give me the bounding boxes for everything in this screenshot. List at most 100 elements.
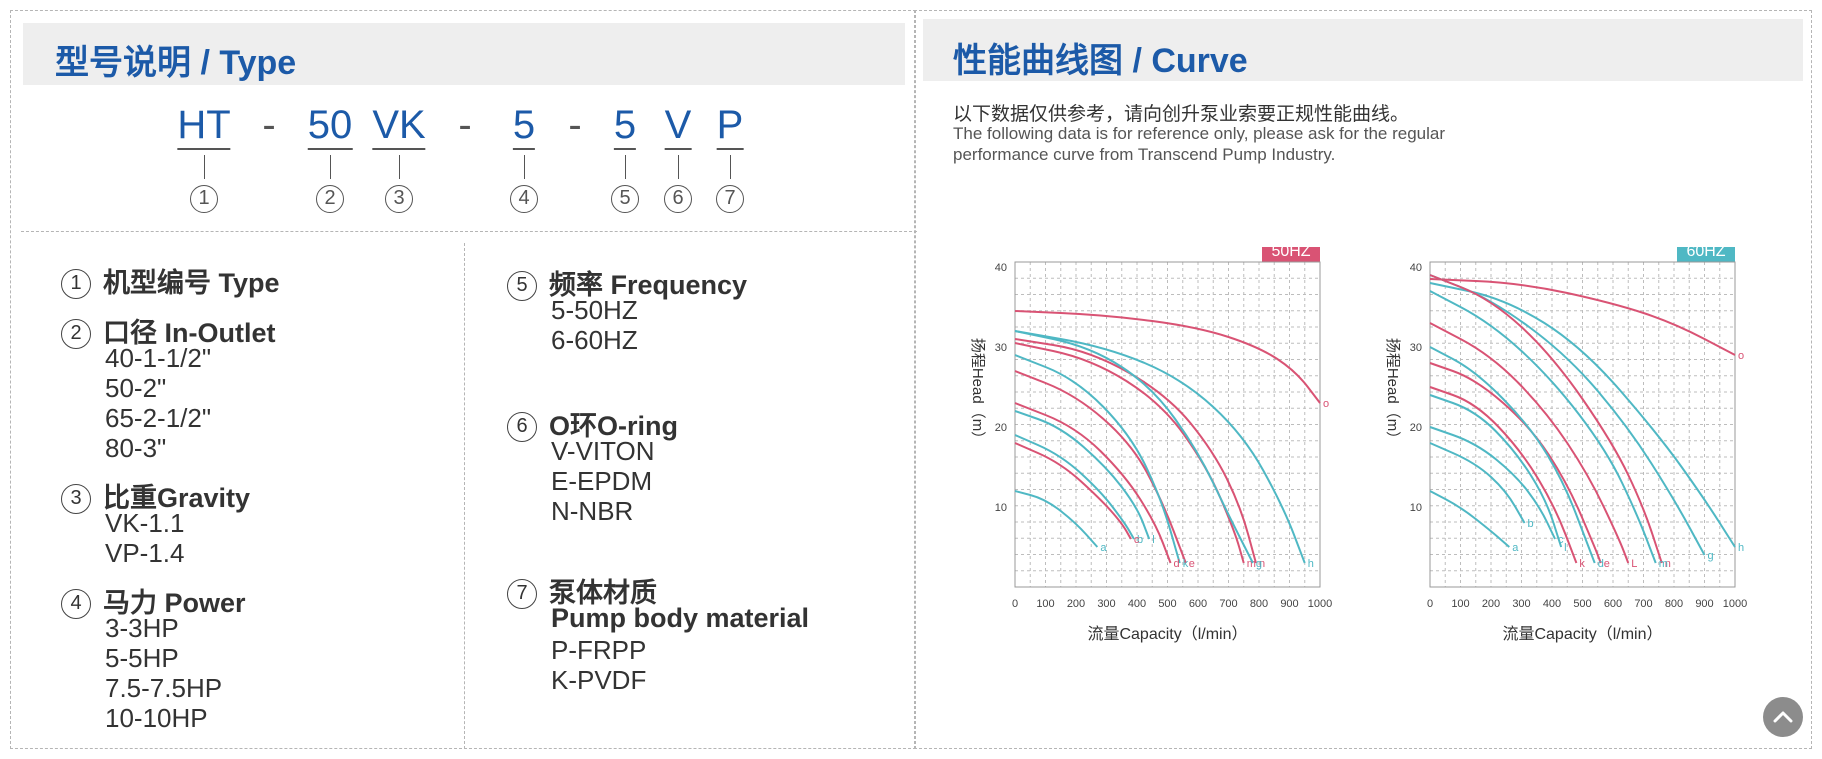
item-option: 5-50HZ (551, 295, 638, 325)
code-underline (512, 148, 536, 150)
x-axis-label: 流量Capacity（l/min） (1502, 625, 1662, 643)
curve-b (1014, 434, 1135, 540)
curve-d (1014, 402, 1172, 564)
item-heading-6: 6 O环O-ring (507, 404, 678, 443)
item-option: K-PVDF (551, 665, 647, 695)
x-tick-label: 700 (1634, 598, 1652, 610)
item-title: 马力 Power (103, 588, 246, 618)
x-tick-label: 900 (1280, 598, 1298, 610)
badge-bg (1677, 247, 1735, 262)
badge-label: 60HZ (1686, 247, 1725, 260)
scroll-top-button[interactable] (1763, 697, 1803, 737)
item-option: VK-1.1 (105, 508, 185, 538)
x-tick-label: 300 (1097, 598, 1115, 610)
code-number-6: 6 (664, 185, 692, 213)
code-dash: - (458, 103, 472, 147)
curve-h (1014, 330, 1306, 564)
curve-label-b: b (1137, 534, 1143, 546)
item-option: VP-1.4 (105, 538, 185, 568)
code-underline (177, 148, 231, 150)
curve-e (1429, 362, 1602, 564)
item-option: 80-3" (105, 433, 167, 463)
item-title: 比重Gravity (103, 483, 251, 513)
curve-label-n: n (1259, 558, 1265, 570)
code-underline (664, 148, 692, 150)
item-option: 3-3HP (105, 613, 179, 643)
x-tick-label: 500 (1573, 598, 1591, 610)
code-connector (204, 155, 205, 179)
x-tick-label: 700 (1219, 598, 1237, 610)
curve-label-c: c (1134, 534, 1140, 546)
curve-k (1014, 354, 1181, 564)
code-number-7: 7 (716, 185, 744, 213)
code-number-3: 3 (385, 185, 413, 213)
code-underline (613, 148, 637, 150)
item-option: 65-2-1/2" (105, 403, 212, 433)
y-tick-label: 20 (1410, 422, 1422, 434)
item-option: 40-1-1/2" (105, 343, 212, 373)
curve-label-g: g (1708, 550, 1714, 562)
badge-label: 50HZ (1271, 247, 1310, 260)
curve-L (1429, 322, 1630, 564)
curve-o (1014, 310, 1321, 404)
curve-c (1014, 442, 1132, 540)
item-number: 5 (507, 271, 537, 301)
code-part-text: P (716, 103, 744, 147)
x-tick-label: 900 (1695, 598, 1713, 610)
curve-label-o: o (1323, 398, 1329, 410)
curve-a (1014, 490, 1099, 548)
code-part-text: VK (372, 103, 426, 147)
item-number: 7 (507, 579, 537, 609)
curve-g (1014, 330, 1254, 564)
curve-l (1429, 394, 1563, 548)
badge-bg (1262, 247, 1320, 262)
code-connector (524, 155, 525, 179)
type-header: 型号说明 / Type (23, 23, 905, 85)
curve-label-g: g (1256, 558, 1262, 570)
item-heading-3: 3 比重Gravity (61, 476, 250, 515)
item-option: P-FRPP (551, 635, 647, 665)
curve-label-k: k (1579, 558, 1585, 570)
curve-header: 性能曲线图 / Curve (923, 19, 1803, 81)
item-number: 6 (507, 412, 537, 442)
y-axis-label: 扬程Head（m） (969, 338, 986, 446)
curve-label-a: a (1100, 542, 1107, 554)
curve-label-d: d (1174, 558, 1180, 570)
x-tick-label: 100 (1451, 598, 1469, 610)
code-part-text: 5 (512, 103, 536, 147)
y-tick-label: 10 (995, 502, 1007, 514)
code-part-6: V (664, 103, 692, 150)
curve-label-e: e (1604, 558, 1610, 570)
curve-label-l: l (1152, 534, 1154, 546)
y-tick-label: 30 (995, 342, 1007, 354)
code-underline (716, 148, 744, 150)
code-part-4: 5 (512, 103, 536, 150)
curve-b (1429, 442, 1526, 524)
item-heading-4: 4 马力 Power (61, 581, 246, 620)
y-tick-label: 10 (1410, 502, 1422, 514)
chevron-up-icon (1773, 711, 1793, 723)
curve-label-b: b (1528, 518, 1534, 530)
horizontal-divider (21, 231, 917, 232)
code-part-text: V (664, 103, 692, 147)
code-part-5: 5 (613, 103, 637, 150)
item-option: E-EPDM (551, 466, 653, 496)
item-heading-2: 2 口径 In-Outlet (61, 311, 275, 350)
y-tick-label: 40 (995, 262, 1007, 274)
x-tick-label: 200 (1067, 598, 1085, 610)
frequency-badge: 50HZ (1262, 247, 1320, 262)
code-connector (678, 155, 679, 179)
curve-label-e: e (1189, 558, 1195, 570)
curve-m (1429, 290, 1657, 564)
x-tick-label: 1000 (1308, 598, 1332, 610)
note-english-line-1: The following data is for reference only… (953, 124, 1446, 143)
code-part-1: HT (177, 103, 231, 150)
curve-label-m: m (1247, 558, 1256, 570)
y-axis-label: 扬程Head（m） (1384, 338, 1401, 446)
code-number-2: 2 (316, 185, 344, 213)
x-tick-label: 1000 (1723, 598, 1747, 610)
x-tick-label: 600 (1604, 598, 1622, 610)
item-title: O环O-ring (549, 411, 678, 441)
code-part-text: 50 (307, 103, 353, 147)
code-dash: - (568, 103, 582, 147)
